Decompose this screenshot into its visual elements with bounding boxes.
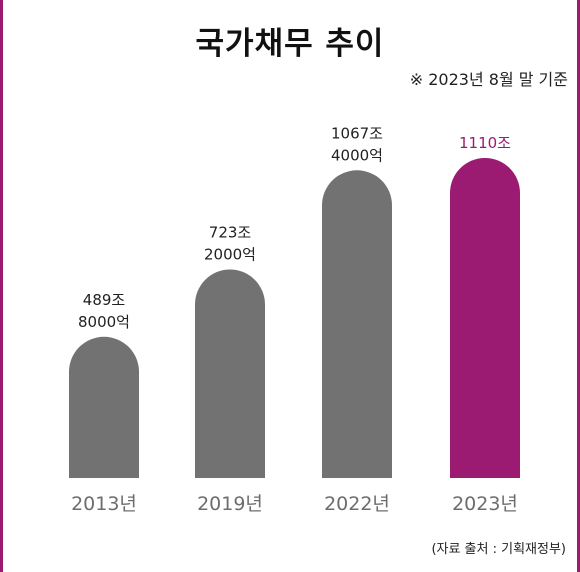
frame-border-right (577, 0, 580, 572)
value-label-1-1: 489조 (83, 291, 126, 309)
category-label-4: 2023년 (452, 493, 518, 515)
bar-1 (69, 336, 139, 478)
frame-border-left (0, 0, 3, 572)
source-note: (자료 출처 : 기획재정부) (431, 542, 566, 557)
bar-2 (195, 269, 265, 478)
category-label-1: 2013년 (71, 493, 137, 515)
value-label-2-1: 723조 (209, 224, 252, 242)
chart-subtitle: ※ 2023년 8월 말 기준 (409, 70, 568, 89)
value-label-2-2: 2000억 (204, 246, 256, 264)
value-label-3-1: 1067조 (331, 124, 383, 142)
value-label-3-2: 4000억 (331, 146, 383, 164)
bar-3 (322, 170, 392, 479)
value-label-4-1: 1110조 (459, 134, 511, 152)
category-label-2: 2019년 (197, 493, 263, 515)
bar-4 (450, 158, 520, 478)
category-label-3: 2022년 (324, 493, 390, 515)
value-label-1-2: 8000억 (78, 313, 130, 331)
chart-title: 국가채무 추이 (195, 26, 385, 62)
